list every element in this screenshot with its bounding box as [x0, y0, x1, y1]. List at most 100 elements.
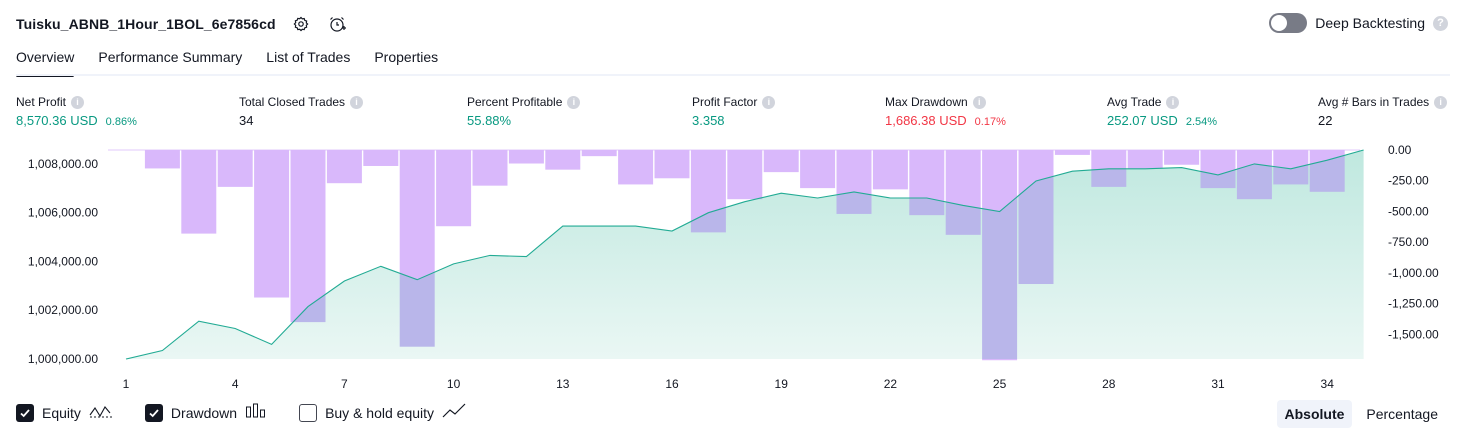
absolute-mode-button[interactable]: Absolute [1276, 400, 1353, 428]
x-axis-tick: 28 [1102, 377, 1116, 391]
drawdown-bar [1127, 150, 1163, 169]
x-axis-tick: 13 [556, 377, 570, 391]
x-axis-tick: 31 [1211, 377, 1225, 391]
metric-label: Net Profit [16, 95, 67, 109]
metric-percent: 0.17% [974, 116, 1006, 128]
drawdown-bar [618, 150, 654, 185]
deep-backtesting-control: Deep Backtesting ? [1269, 13, 1448, 33]
drawdown-bar [181, 150, 217, 234]
drawdown-bars-icon [245, 403, 267, 422]
toggle-knob [1271, 15, 1288, 31]
equity-line-icon [89, 403, 113, 422]
x-axis-tick: 25 [993, 377, 1007, 391]
buy-hold-checkbox[interactable] [299, 403, 318, 422]
right-axis: 0.00 -250.00 -500.00 -750.00 -1,000.00 -1,250… [1388, 143, 1439, 341]
settings-gear-icon[interactable] [290, 13, 312, 35]
right-axis-tick: -750.00 [1388, 235, 1429, 249]
legend-equity[interactable]: Equity [16, 403, 113, 422]
help-icon[interactable]: ? [1433, 15, 1448, 31]
x-axis-tick: 34 [1321, 377, 1335, 391]
tab-performance-summary[interactable]: Performance Summary [98, 49, 243, 65]
x-axis-tick: 7 [341, 377, 348, 391]
tabs-divider [16, 74, 1450, 76]
metric-max-drawdown: Max Drawdown i 1,686.38 USD 0.17% [885, 94, 1006, 131]
metric-value: 55.88% [467, 113, 512, 128]
chart-legend: Equity Drawdown Buy & hold equity [16, 403, 466, 422]
right-axis-tick: -1,000.00 [1388, 266, 1439, 280]
percentage-mode-button[interactable]: Percentage [1366, 406, 1438, 422]
metric-value: 34 [239, 113, 254, 128]
metric-value: 252.07 USD [1107, 113, 1178, 128]
tab-overview[interactable]: Overview [16, 46, 75, 77]
right-axis-tick: 0.00 [1388, 143, 1412, 157]
metric-avg-bars: Avg # Bars in Trades i 22 [1318, 94, 1448, 131]
info-icon[interactable]: i [972, 95, 986, 109]
metric-label: Total Closed Trades [239, 95, 346, 109]
strategy-title: Tuisku_ABNB_1Hour_1BOL_6e7856cd [16, 16, 276, 32]
metric-percent-profitable: Percent Profitable i 55.88% [467, 94, 581, 131]
left-axis-tick: 1,008,000.00 [28, 157, 98, 171]
metric-percent: 2.54% [1185, 116, 1218, 128]
drawdown-bar [872, 150, 908, 190]
info-icon[interactable]: i [762, 95, 776, 109]
drawdown-bars [108, 149, 1360, 361]
drawdown-bar [217, 150, 253, 187]
left-axis-tick: 1,000,000.00 [28, 352, 98, 366]
drawdown-bar [436, 150, 472, 227]
drawdown-bar [363, 150, 399, 166]
metric-value: 1,686.38 USD [885, 113, 967, 128]
x-axis-tick: 16 [665, 377, 679, 391]
metric-percent: 0.86% [105, 116, 137, 128]
drawdown-bar [254, 150, 290, 298]
add-alert-clock-icon[interactable] [326, 13, 348, 35]
display-mode-switch: Absolute Percentage [1276, 400, 1447, 428]
legend-label: Buy & hold equity [325, 404, 435, 421]
metric-profit-factor: Profit Factor i 3.358 [692, 94, 776, 131]
info-icon[interactable]: i [350, 95, 364, 109]
drawdown-checkbox[interactable] [144, 403, 163, 422]
info-icon[interactable]: i [1434, 95, 1448, 109]
drawdown-bar [800, 150, 836, 189]
metric-label: Max Drawdown [885, 95, 968, 109]
x-axis: 1 4 7 10 13 16 19 22 25 28 31 34 [123, 377, 1335, 391]
legend-label: Equity [42, 404, 81, 421]
equity-area [126, 150, 1364, 359]
drawdown-bar [472, 150, 508, 186]
metric-label: Profit Factor [692, 95, 758, 109]
right-axis-tick: -1,250.00 [1388, 297, 1439, 311]
drawdown-bar [581, 150, 617, 157]
drawdown-bar [326, 150, 362, 184]
strategy-header: Tuisku_ABNB_1Hour_1BOL_6e7856cd [16, 12, 348, 36]
left-axis-tick: 1,002,000.00 [28, 303, 98, 317]
deep-backtesting-label: Deep Backtesting [1315, 15, 1425, 31]
metric-net-profit: Net Profit i 8,570.36 USD 0.86% [16, 94, 137, 131]
drawdown-bar [144, 150, 180, 169]
info-icon[interactable]: i [71, 95, 85, 109]
equity-drawdown-chart[interactable]: 1,008,000.00 1,006,000.00 1,004,000.00 1,00… [0, 140, 1466, 395]
buy-hold-line-icon [442, 403, 466, 422]
drawdown-bar [1054, 150, 1090, 155]
metric-value: 22 [1318, 113, 1333, 128]
drawdown-bar [727, 150, 763, 200]
x-axis-tick: 10 [447, 377, 461, 391]
metric-avg-trade: Avg Trade i 252.07 USD 2.54% [1107, 94, 1217, 131]
info-icon[interactable]: i [567, 95, 581, 109]
drawdown-bar [1164, 150, 1200, 165]
drawdown-bar [545, 150, 581, 170]
drawdown-bar [508, 150, 544, 164]
tab-list-of-trades[interactable]: List of Trades [266, 49, 351, 65]
info-icon[interactable]: i [1166, 95, 1180, 109]
metric-total-closed-trades: Total Closed Trades i 34 [239, 94, 364, 131]
equity-line [125, 149, 1364, 360]
right-axis-tick: -1,500.00 [1388, 327, 1439, 341]
equity-checkbox[interactable] [16, 403, 34, 422]
drawdown-bar [763, 150, 799, 173]
metric-label: Avg # Bars in Trades [1318, 95, 1430, 109]
deep-backtesting-toggle[interactable] [1269, 13, 1308, 33]
metric-value: 8,570.36 USD [16, 113, 98, 128]
tab-properties[interactable]: Properties [374, 49, 439, 65]
legend-buy-hold[interactable]: Buy & hold equity [299, 403, 466, 422]
left-axis-tick: 1,006,000.00 [28, 206, 98, 220]
legend-drawdown[interactable]: Drawdown [144, 403, 267, 422]
metric-value: 3.358 [692, 113, 725, 128]
